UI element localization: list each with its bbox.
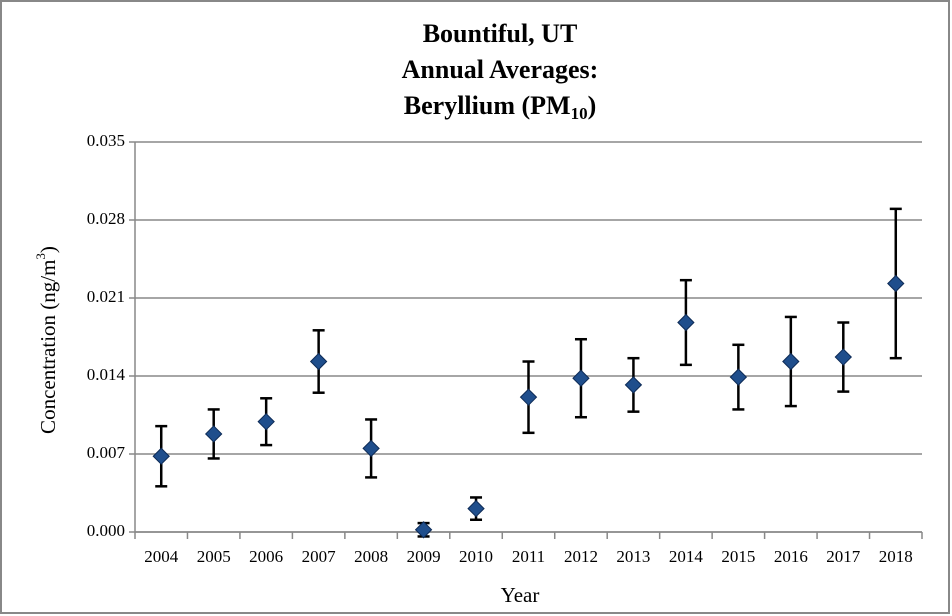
data-point <box>204 425 223 443</box>
x-tick-label: 2010 <box>459 547 493 566</box>
data-point <box>467 499 485 518</box>
y-tick-label: 0.021 <box>87 287 125 306</box>
y-label-text: Concentration (ng/m <box>36 260 60 434</box>
data-point <box>152 447 170 465</box>
x-tick-label: 2014 <box>669 547 704 566</box>
x-tick-label: 2004 <box>144 547 179 566</box>
data-point <box>677 313 695 332</box>
x-tick-label: 2005 <box>197 547 231 566</box>
x-tick-label: 2008 <box>354 547 388 566</box>
y-tick-label: 0.007 <box>87 443 126 462</box>
chart-title-line: Beryllium (PM10) <box>404 91 596 123</box>
data-point <box>519 388 538 406</box>
data-point <box>887 274 905 293</box>
data-point <box>834 348 853 366</box>
y-tick-label: 0.014 <box>87 365 126 384</box>
data-point <box>362 439 380 458</box>
y-label-end: ) <box>36 246 60 253</box>
data-point <box>309 352 328 371</box>
data-point <box>782 352 800 371</box>
data-point <box>624 376 643 394</box>
data-point <box>257 412 275 431</box>
x-tick-label: 2009 <box>407 547 441 566</box>
x-tick-label: 2011 <box>512 547 545 566</box>
title-end: ) <box>588 91 597 120</box>
x-tick-label: 2013 <box>616 547 650 566</box>
title-subscript: 10 <box>571 104 588 123</box>
x-tick-label: 2017 <box>826 547 861 566</box>
data-point <box>572 369 590 387</box>
x-axis-label: Year <box>501 583 540 607</box>
y-tick-label: 0.035 <box>87 131 125 150</box>
x-tick-label: 2007 <box>302 547 337 566</box>
data-point <box>414 521 433 539</box>
x-tick-label: 2016 <box>774 547 808 566</box>
chart-title-line: Annual Averages: <box>402 55 599 84</box>
y-label-superscript: 3 <box>33 253 48 260</box>
y-tick-label: 0.028 <box>87 209 125 228</box>
title-text: Beryllium (PM <box>404 91 571 120</box>
x-tick-label: 2012 <box>564 547 598 566</box>
chart-title-line: Bountiful, UT <box>423 19 578 48</box>
x-tick-label: 2015 <box>721 547 755 566</box>
y-tick-label: 0.000 <box>87 521 125 540</box>
x-tick-label: 2018 <box>879 547 913 566</box>
y-axis-label: Concentration (ng/m3) <box>33 246 60 434</box>
x-tick-label: 2006 <box>249 547 283 566</box>
data-point <box>729 368 748 386</box>
